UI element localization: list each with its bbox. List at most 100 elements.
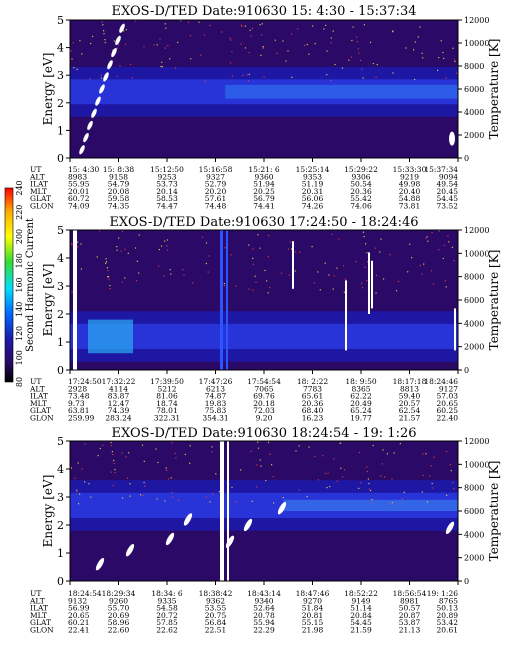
speckle [140,494,142,496]
speckle [230,39,232,41]
speckle [312,25,314,27]
speckle [365,243,367,245]
y2-tick-label: 2000 [464,343,484,352]
speckle [167,478,170,480]
ephemeris-cell: 20.20 [205,187,227,196]
speckle [382,449,384,451]
ephemeris-cell: 74.26 [302,202,324,211]
y2-tick-label: 0 [464,154,469,163]
speckle [103,30,105,32]
speckle [260,54,262,56]
speckle [352,26,354,28]
speckle [405,47,407,49]
speckle [298,445,300,447]
speckle [260,465,262,467]
speckle [368,488,370,490]
colorbar-tick-label: 160 [15,277,24,292]
speckle [454,59,456,61]
speckle [447,235,449,237]
speckle [224,247,226,249]
speckle [444,280,446,282]
speckle [247,74,249,76]
speckle [304,44,306,47]
speckle [442,257,444,260]
artifact-streak [107,60,113,70]
ephemeris-cell: 58.53 [156,194,178,203]
speckle [372,63,374,65]
speckle [262,47,264,49]
ephemeris-cell: 21.13 [399,626,421,635]
ephemeris-cell: 51.14 [350,604,372,613]
speckle [452,47,454,49]
ephemeris-cell: 22.60 [108,626,130,635]
speckle [71,58,73,60]
ephemeris-cell: 74.39 [108,406,130,415]
speckle [76,489,78,491]
speckle [371,498,373,501]
artifact-streak [95,96,101,106]
speckle [230,62,232,64]
artifact-streak [83,132,89,143]
speckle [118,44,120,46]
ephemeris-cell: 283.24 [105,414,131,423]
speckle [125,456,127,458]
speckle [411,257,413,259]
ephemeris-cell: 78.01 [156,406,177,415]
speckle [100,74,102,76]
speckle [205,496,207,498]
ephemeris-cell: 20.89 [437,611,459,620]
speckle [257,441,259,443]
speckle [322,455,324,457]
speckle [269,287,271,289]
artifacts [95,441,455,581]
speckle [174,67,177,69]
panel-title: EXOS-D/TED Date:910630 15: 4:30 - 15:37:… [112,4,417,19]
speckle [306,43,308,46]
ephemeris-cell: 9270 [303,596,322,605]
y-tick-label: 1 [57,124,64,137]
speckle [98,230,101,232]
speckle [285,60,287,62]
speckle [180,20,182,22]
speckle [259,247,261,249]
speckle [166,469,168,471]
speckle [374,247,377,249]
speckle [295,450,297,452]
ephemeris-cell: 15:33:30 [393,165,427,174]
speckle [164,47,166,49]
ephemeris-cell: 8813 [400,384,419,393]
ephemeris-cell: 56.84 [205,618,227,627]
speckle [84,481,86,483]
speckle [391,478,393,480]
speckle [423,263,425,265]
speckle [105,262,107,264]
speckle [143,46,145,48]
speckle [366,466,368,468]
y2-tick-label: 10000 [464,249,489,258]
ephemeris-cell: 8981 [400,596,419,605]
colorbar-label: Second Harmonic Current [25,218,36,352]
speckle [288,274,290,276]
y-axis-label: Energy [eV] [41,53,55,126]
colorbar-scale [4,187,14,383]
speckle [218,491,220,493]
ephemeris-cell: 18:52:22 [344,589,378,598]
speckle [157,461,159,464]
speckle [362,231,364,233]
ephemeris-cell: 20.61 [437,626,458,635]
ephemeris-cell: 9253 [157,172,176,181]
y-tick-label: 1 [57,547,64,560]
speckle [129,63,132,66]
ephemeris-cell: 74.06 [350,202,372,211]
speckle [70,467,73,469]
speckle [174,452,176,454]
speckle [422,474,424,476]
y2-tick-label: 2000 [464,131,484,140]
speckle [262,46,264,48]
speckle [370,502,372,504]
ephemeris-cell: 55.95 [68,180,90,189]
speckle [161,61,163,63]
speckle [71,244,73,246]
speckle [366,470,368,473]
ephemeris-cell: 18: 9:50 [345,377,377,386]
